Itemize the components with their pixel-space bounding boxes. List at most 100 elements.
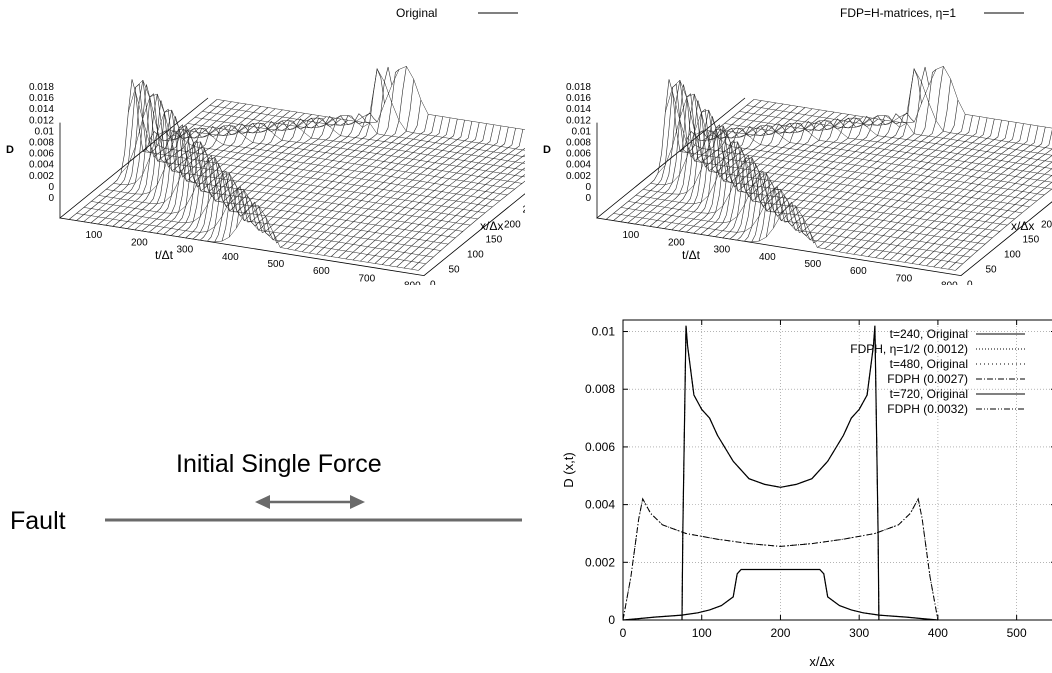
surface-t-tick-label: 600 bbox=[850, 266, 867, 277]
surface-mesh-line bbox=[236, 67, 385, 229]
surface1-key-label: Original bbox=[396, 6, 438, 20]
series-line-3 bbox=[622, 497, 939, 621]
legend-label-1: t=240, Original bbox=[890, 327, 968, 341]
surface-mesh-line bbox=[724, 120, 1052, 169]
surface-mesh-line bbox=[207, 115, 356, 242]
surface-mesh-line bbox=[113, 109, 463, 232]
surface-mesh-line bbox=[627, 84, 777, 224]
surface-t-tick-label: 300 bbox=[714, 245, 731, 256]
surface-t-tick-label: 200 bbox=[668, 237, 685, 248]
surface-mesh-line bbox=[649, 100, 798, 227]
surface-z-tick-label: 0.012 bbox=[29, 115, 54, 126]
surface-mesh-line bbox=[736, 115, 886, 241]
surface-t-tick-label: 500 bbox=[268, 259, 285, 270]
x-tick-label: 500 bbox=[1007, 626, 1027, 640]
surface-x-tick-label: 200 bbox=[1041, 220, 1052, 231]
surface-mesh-line bbox=[135, 92, 486, 214]
plot-frame bbox=[622, 319, 1052, 621]
surface-mesh-line bbox=[824, 115, 973, 250]
surface-mesh-line bbox=[128, 79, 478, 220]
surface1-x-label: x/Δx bbox=[480, 219, 503, 233]
surface-mesh-line bbox=[635, 141, 986, 245]
surface-mesh-line bbox=[746, 68, 1052, 149]
surface-x-tick-label: 0 bbox=[967, 280, 973, 285]
surface-z-tick-label: 0.018 bbox=[566, 82, 591, 93]
y-tick-label: 0.004 bbox=[585, 498, 615, 512]
surface-mesh-line bbox=[717, 122, 1052, 176]
surface-t-tick-label: 500 bbox=[805, 259, 822, 270]
line-chart: 0 100 200 300 400 500 0 0.002 0.004 0.006 0.008 0.… bbox=[561, 319, 1052, 669]
surface-mesh-line bbox=[831, 116, 981, 251]
surface-t-tick-label: 800 bbox=[941, 281, 958, 285]
surface-mesh-line bbox=[120, 93, 471, 226]
y-tick-labels: 0 0.002 0.004 0.006 0.008 0.01 bbox=[585, 325, 615, 627]
surface-z-tick-label: 0 bbox=[585, 193, 591, 204]
surface-z-tick-label: 0.002 bbox=[566, 171, 591, 182]
surface-z-tick-label: 0 bbox=[585, 182, 591, 193]
surface-mesh-line bbox=[98, 141, 449, 245]
surface-z-tick-label: 0 bbox=[48, 193, 54, 204]
surface-mesh-line bbox=[157, 130, 508, 196]
series-line-6 bbox=[681, 325, 880, 621]
y-axis-label: D (x,t) bbox=[561, 452, 576, 487]
y-tick-label: 0 bbox=[608, 613, 615, 627]
fault-label: Fault bbox=[10, 507, 66, 535]
surface-mesh-line bbox=[90, 84, 240, 224]
surface-t-tick-label: 600 bbox=[313, 266, 330, 277]
surface-z-tick-label: 0.016 bbox=[29, 93, 54, 104]
series-line-1 bbox=[622, 568, 938, 621]
surface-z-tick-label: 0.008 bbox=[29, 138, 54, 149]
surface-z-tick-label: 0.014 bbox=[566, 104, 591, 115]
surface-mesh-line bbox=[83, 173, 434, 258]
surface-mesh-line bbox=[613, 189, 963, 264]
surface-mesh-line bbox=[744, 115, 893, 242]
surface-t-tick-label: 400 bbox=[222, 252, 239, 263]
surface-plot-fdp: D t/Δt x/Δx 0.0180.0160.0140.0120.010.00… bbox=[543, 12, 1052, 285]
legend-label-2: FDPH, η=1/2 (0.0012) bbox=[850, 342, 968, 356]
surface-mesh-line bbox=[250, 69, 400, 233]
grid-lines bbox=[622, 320, 1052, 621]
surface-mesh-line bbox=[112, 100, 261, 227]
series-lines bbox=[622, 325, 939, 621]
surface-mesh-line bbox=[194, 117, 525, 164]
surface-mesh-line bbox=[68, 79, 218, 220]
legend-label-3: t=480, Original bbox=[890, 357, 968, 371]
surface-mesh-line bbox=[642, 93, 791, 226]
surface-z-tick-label: 0.002 bbox=[29, 171, 54, 182]
surface-mesh-line bbox=[243, 66, 393, 231]
surface-x-tick-label: 250 bbox=[523, 205, 526, 216]
surface1-t-label: t/Δt bbox=[155, 248, 174, 262]
surface-mesh-line bbox=[187, 120, 525, 171]
surface-mesh-line bbox=[172, 125, 523, 184]
x-tick-labels: 0 100 200 300 400 500 bbox=[620, 626, 1027, 640]
surface-mesh-line bbox=[780, 66, 930, 231]
surface-t-tick-label: 400 bbox=[759, 252, 776, 263]
surface-mesh-line bbox=[758, 113, 908, 242]
surface-z-tick-label: 0.016 bbox=[566, 93, 591, 104]
surface-mesh-line bbox=[940, 175, 1052, 269]
surface-z-tick-label: 0.006 bbox=[29, 149, 54, 160]
surface2-key-label: FDP=H-matrices, η=1 bbox=[840, 6, 957, 20]
legend-label-4: FDPH (0.0027) bbox=[887, 372, 968, 386]
x-axis-label: x/Δx bbox=[809, 654, 835, 669]
surface-z-tick-label: 0.012 bbox=[566, 115, 591, 126]
surface-mesh-line bbox=[643, 125, 993, 238]
surface-plot-original: D t/Δt x/Δx 0.0180.0160.0140.0120.010.00… bbox=[6, 12, 526, 285]
surface-mesh-line bbox=[199, 115, 349, 241]
surface-mesh-line bbox=[180, 122, 525, 178]
surface-mesh-line bbox=[731, 117, 1052, 163]
x-tick-label: 200 bbox=[770, 626, 790, 640]
surface-t-tick-label: 700 bbox=[896, 273, 913, 284]
surface-mesh-line bbox=[209, 68, 525, 151]
surface-mesh-line bbox=[105, 93, 254, 226]
surface-t-tick-label: 100 bbox=[623, 230, 640, 241]
x-tick-label: 400 bbox=[928, 626, 948, 640]
surface-mesh-line bbox=[657, 93, 1008, 226]
series-line-2 bbox=[622, 569, 938, 621]
surface-mesh-line bbox=[709, 125, 1052, 183]
surface-x-tick-label: 150 bbox=[486, 235, 503, 246]
surface-mesh-line bbox=[606, 205, 956, 271]
surface-x-tick-label: 50 bbox=[449, 265, 461, 276]
force-arrow-right-head bbox=[350, 495, 365, 509]
